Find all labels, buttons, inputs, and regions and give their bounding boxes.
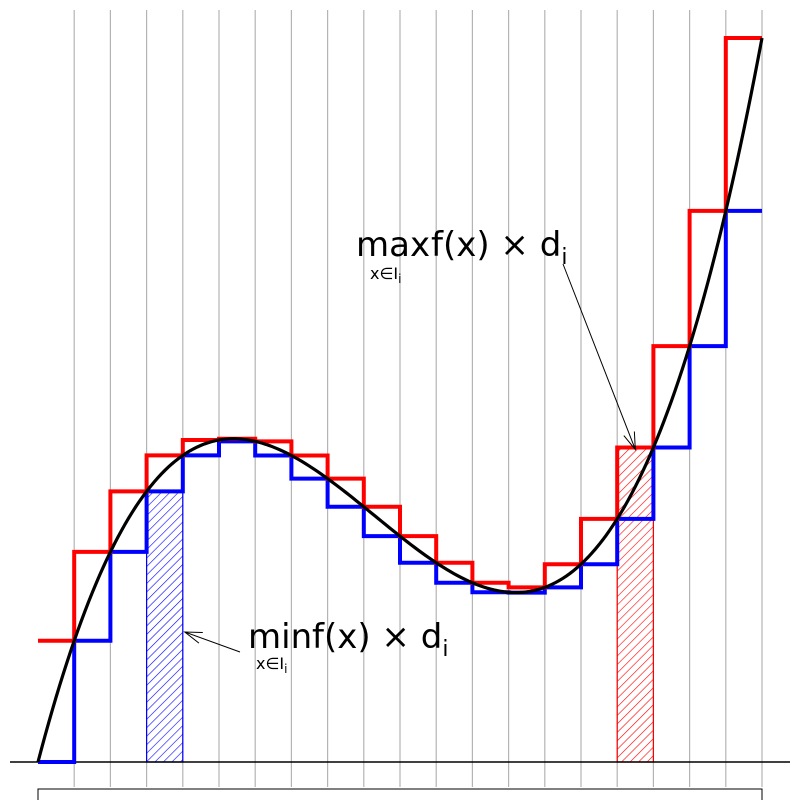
min-annotation-arrowhead <box>183 631 203 644</box>
max-annotation-arrowhead <box>623 431 636 451</box>
max-subscript: x∈Ii <box>370 264 401 286</box>
min-operator: min <box>248 617 312 657</box>
min-label: min x∈Ii f(x) × di <box>248 617 448 676</box>
max-operator: max <box>356 225 430 265</box>
max-annotation-arrow <box>562 263 636 450</box>
max-expression: f(x) × di <box>431 225 567 270</box>
max-label: max x∈Ii f(x) × di <box>356 225 567 286</box>
min-hatched-rectangle <box>146 490 184 763</box>
caption-box <box>37 788 763 804</box>
hatched-interval-rectangles <box>146 446 655 763</box>
min-annotation-arrow <box>184 631 241 653</box>
min-subscript: x∈Ii <box>256 654 287 676</box>
function-curve <box>36 37 764 763</box>
lower-sum-step-line <box>38 208 762 764</box>
min-expression: f(x) × di <box>312 617 448 662</box>
max-hatched-rectangle <box>616 446 655 763</box>
lower-sum-steps <box>38 208 762 764</box>
